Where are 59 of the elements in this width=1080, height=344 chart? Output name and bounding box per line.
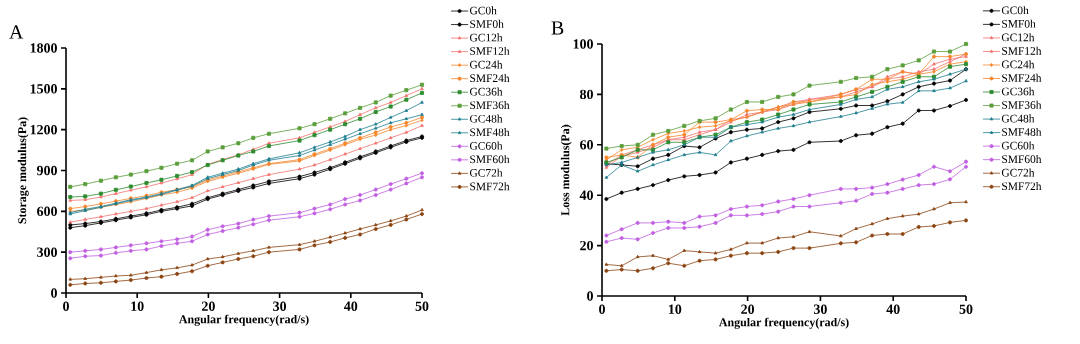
- y-tick-label: 300: [37, 247, 57, 257]
- legend-label: SMF60h: [1002, 154, 1042, 164]
- legend-label: SMF60h: [470, 155, 510, 164]
- y-tick-label: 80: [580, 89, 593, 100]
- x-tick-label: 50: [415, 301, 429, 311]
- legend-label: GC60h: [1001, 141, 1035, 150]
- x-tick-label: 0: [599, 304, 605, 314]
- legend-label: GC48h: [469, 114, 503, 123]
- x-axis-title: Angular frequency(rad/s): [718, 317, 849, 329]
- x-tick-label: 40: [886, 304, 900, 314]
- legend-label: SMF24h: [1002, 73, 1042, 82]
- legend-label: SMF48h: [1002, 127, 1042, 136]
- y-tick-label: 600: [37, 206, 57, 217]
- y-tick-label: 60: [580, 140, 593, 150]
- y-axis-title: Loss modulus(Pa): [560, 124, 572, 216]
- legend-label: SMF12h: [470, 46, 510, 55]
- legend-label: GC36h: [1001, 87, 1035, 96]
- x-tick-label: 10: [668, 304, 682, 314]
- legend-label: SMF48h: [470, 128, 510, 137]
- x-tick-label: 0: [63, 301, 69, 311]
- legend-label: GC0h: [1001, 6, 1029, 15]
- legend-label: GC12h: [469, 33, 503, 42]
- x-tick-label: 20: [741, 304, 755, 314]
- legend-label: GC12h: [1001, 33, 1035, 42]
- legend-label: GC72h: [469, 168, 503, 177]
- y-axis-title: Storage modulus(Pa): [17, 117, 29, 224]
- legend-label: GC48h: [1001, 114, 1035, 123]
- y-tick-label: 1200: [30, 124, 57, 135]
- legend-label: SMF36h: [1002, 100, 1042, 109]
- legend-label: GC24h: [1001, 60, 1035, 69]
- x-tick-label: 30: [813, 304, 827, 314]
- legend-label: GC72h: [1001, 168, 1035, 177]
- y-tick-label: 1800: [30, 43, 57, 53]
- y-tick-label: 40: [579, 190, 593, 200]
- legend-label: GC24h: [469, 60, 503, 69]
- x-tick-label: 20: [202, 301, 215, 311]
- legend-label: SMF36h: [470, 101, 510, 110]
- y-tick-label: 0: [51, 288, 57, 298]
- chart-title: B: [551, 21, 564, 35]
- y-tick-label: 20: [580, 240, 593, 251]
- x-axis-title: Angular frequency(rad/s): [178, 314, 309, 326]
- y-tick-label: 100: [573, 39, 593, 49]
- chart-title: A: [9, 25, 24, 39]
- legend-label: GC36h: [469, 87, 503, 96]
- x-tick-label: 30: [273, 301, 287, 311]
- legend-label: SMF0h: [470, 19, 504, 28]
- legend-label: SMF24h: [470, 73, 510, 83]
- y-tick-label: 900: [36, 165, 57, 176]
- legend-label: SMF72h: [1002, 182, 1042, 191]
- x-tick-label: 50: [959, 304, 973, 314]
- legend-label: GC60h: [469, 141, 503, 150]
- y-tick-label: 1500: [30, 84, 57, 94]
- legend-label: SMF0h: [1002, 19, 1036, 28]
- legend-label: SMF72h: [470, 182, 510, 191]
- x-tick-label: 10: [131, 301, 144, 311]
- x-tick-label: 40: [344, 301, 358, 311]
- legend-label: GC0h: [469, 6, 497, 15]
- legend-label: SMF12h: [1002, 46, 1042, 55]
- y-tick-label: 0: [587, 291, 593, 301]
